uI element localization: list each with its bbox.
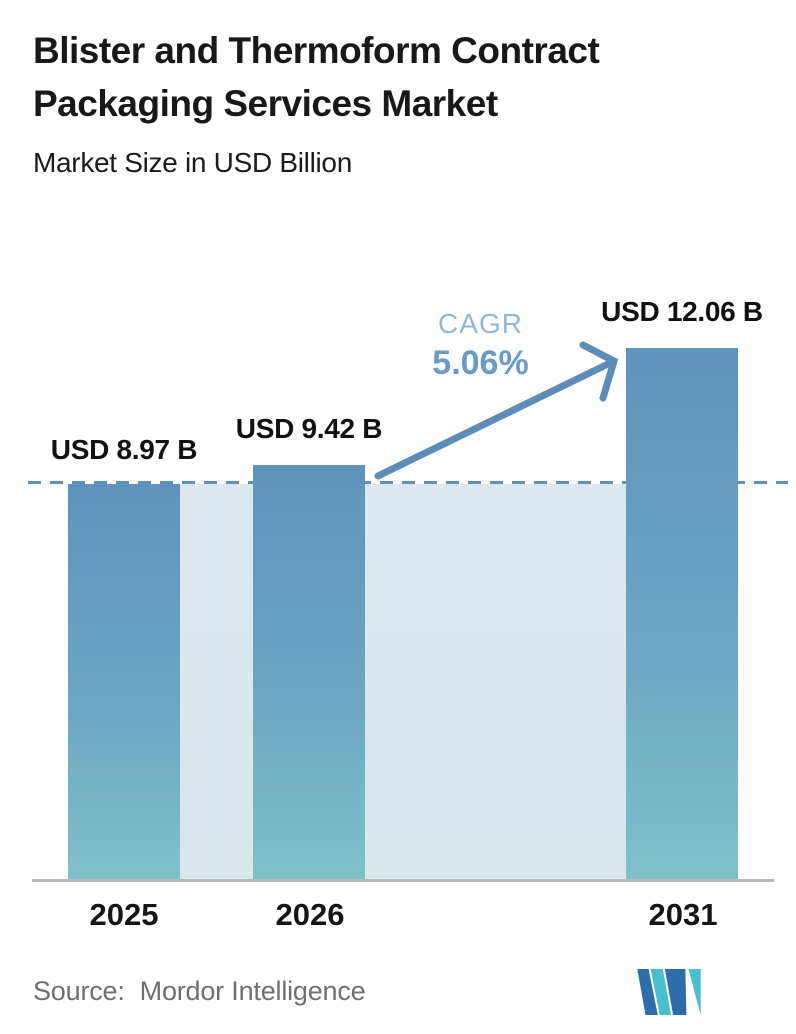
bar-2031 <box>626 348 738 879</box>
value-label-2026: USD 9.42 B <box>235 413 383 444</box>
page-title-line2: Packaging Services Market <box>33 83 498 124</box>
footer: Source: Mordor Intelligence <box>33 969 763 1015</box>
bar-2026 <box>253 465 365 879</box>
x-axis-baseline <box>32 879 774 882</box>
x-tick-2031: 2031 <box>648 897 718 932</box>
dashed-reference-line <box>28 481 788 484</box>
page-title-line1: Blister and Thermoform Contract <box>33 30 600 71</box>
value-label-2031: USD 12.06 B <box>601 296 763 327</box>
chart-subtitle: Market Size in USD Billion <box>33 147 352 178</box>
cagr-annotation: CAGR 5.06% <box>398 308 563 383</box>
mordor-intelligence-logo <box>637 969 701 1015</box>
page-title: Blister and Thermoform Contract Packagin… <box>33 24 763 130</box>
header: Blister and Thermoform Contract Packagin… <box>33 24 763 179</box>
value-label-2025: USD 8.97 B <box>50 434 198 465</box>
cagr-value: 5.06% <box>432 344 529 382</box>
source-line: Source: Mordor Intelligence <box>33 976 366 1007</box>
cagr-label: CAGR <box>438 308 523 339</box>
bar-2025 <box>68 484 180 879</box>
source-label: Source: <box>33 976 125 1006</box>
x-tick-2026: 2026 <box>275 897 345 932</box>
source-value: Mordor Intelligence <box>139 976 366 1006</box>
x-tick-2025: 2025 <box>89 897 159 932</box>
